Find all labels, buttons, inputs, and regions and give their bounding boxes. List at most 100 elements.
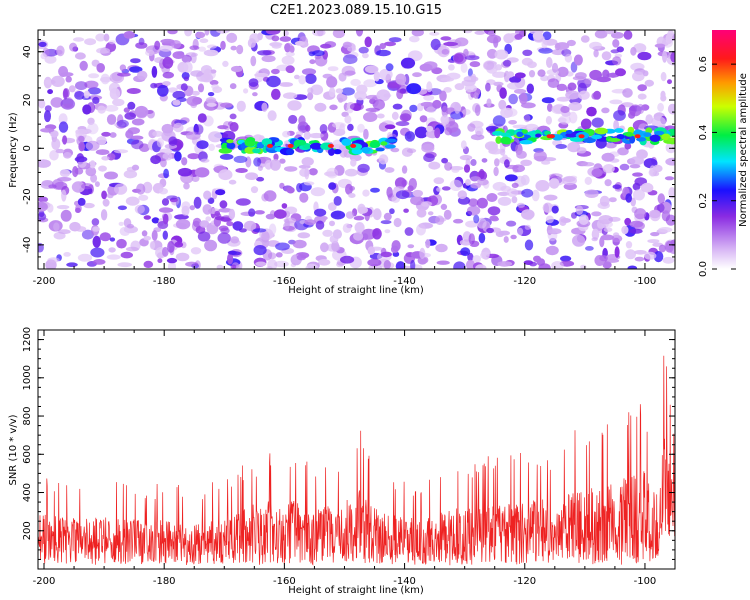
spectrogram-signal-cell [636, 137, 647, 142]
spectrogram-cell [474, 30, 486, 35]
spectrogram-cell [463, 164, 471, 173]
spectrogram-cell [409, 104, 418, 113]
spectrogram-cell [252, 92, 258, 97]
spectrogram-cell [630, 197, 636, 207]
spectrogram-cell [197, 231, 211, 242]
spectrogram-cell [354, 222, 365, 233]
spectrogram-cell [407, 244, 415, 249]
spectrogram-cell [62, 135, 68, 145]
spectrogram-cell [38, 201, 48, 212]
x-tick-label: -140 [393, 276, 416, 287]
spectrogram-cell [81, 229, 94, 240]
spectrogram-cell [78, 141, 85, 152]
spectrogram-cell [514, 72, 526, 79]
spectrogram-cell [50, 130, 59, 138]
spectrogram-cell [116, 119, 129, 128]
spectrogram-cell [342, 54, 358, 65]
x-tick-label: -160 [273, 276, 296, 287]
spectrogram-cell [226, 32, 238, 44]
spectrogram-cell [335, 88, 344, 94]
spectrogram-cell [269, 210, 276, 218]
spectrogram-cell [230, 264, 237, 269]
spectrogram-cell [123, 31, 135, 39]
spectrogram-cell [294, 74, 300, 80]
spectrogram-cell [116, 238, 127, 249]
spectrogram-cell [137, 70, 148, 81]
spectrogram-cell [453, 261, 466, 269]
spectrogram-signal-cell [218, 148, 232, 154]
spectrogram-cell [190, 247, 202, 255]
spectrogram-cell [364, 36, 372, 48]
spectrogram-cell [81, 183, 94, 190]
spectrogram-cell [384, 41, 396, 47]
spectrogram-cell [131, 118, 145, 126]
spectrogram-cell [63, 152, 72, 159]
spectrogram-cell [126, 223, 134, 229]
spectrogram-cell [498, 99, 507, 110]
spectrogram-cell [108, 40, 116, 45]
spectrogram-cell [464, 55, 480, 61]
spectrogram-cell [96, 47, 111, 54]
spectrogram-cell [551, 62, 559, 73]
spectrogram-cell [126, 88, 141, 94]
spectrogram-cell [199, 220, 210, 228]
spectrogram-cell [629, 228, 643, 234]
spectrogram-cell [644, 251, 657, 260]
spectrogram-peak-cell [327, 143, 334, 148]
spectrogram-cell [637, 93, 647, 100]
spectrogram-cell [586, 106, 597, 117]
spectrogram-cell [71, 181, 85, 193]
spectrogram-cell [298, 115, 306, 126]
spectrogram-cell [330, 210, 346, 220]
spectrogram-cell [320, 216, 328, 221]
spectrogram-cell [556, 96, 571, 102]
spectrogram-cell [665, 33, 673, 45]
spectrogram-cell [460, 140, 467, 150]
spectrogram-cell [426, 106, 437, 113]
spectrogram-cell [376, 89, 391, 102]
spectrogram-cell [275, 242, 290, 251]
x-tick-label: -160 [273, 576, 296, 587]
spectrogram-cell [202, 204, 213, 215]
spectrogram-signal-cell [293, 140, 301, 147]
spectrogram-peak-cell [267, 143, 273, 148]
spectrogram-cell [467, 123, 476, 132]
spectrogram-cell [378, 154, 389, 165]
spectrogram-cell [127, 127, 140, 135]
spectrogram-cell [214, 216, 225, 221]
spectrogram-cell [609, 99, 623, 105]
spectrogram-cell [134, 105, 149, 118]
spectrogram-x-axis-label: Height of straight line (km) [288, 285, 424, 296]
spectrogram-cell [118, 221, 124, 226]
y-tick-label: 600 [22, 445, 33, 464]
spectrogram-cell [328, 182, 337, 190]
spectrogram-cell [401, 165, 408, 174]
spectrogram-cell [454, 37, 469, 47]
spectrogram-cell [481, 158, 488, 163]
spectrogram-signal-cell [309, 142, 323, 150]
spectrogram-cell [257, 32, 263, 41]
spectrogram-cell [591, 168, 603, 178]
spectrogram-cell [613, 119, 619, 131]
spectrogram-cell [163, 168, 170, 179]
spectrogram-cell [362, 52, 369, 59]
spectrogram-cell [624, 142, 632, 150]
spectrogram-cell [172, 90, 186, 99]
spectrogram-cell [463, 75, 479, 83]
spectrogram-cell [329, 220, 335, 227]
spectrogram-cell [38, 159, 51, 168]
spectrogram-cell [303, 181, 315, 186]
spectrogram-cell [196, 140, 209, 150]
spectrogram-cell [130, 58, 141, 64]
spectrogram-cell [92, 96, 100, 104]
spectrogram-cell [184, 30, 192, 37]
spectrogram-cell [506, 188, 519, 198]
spectrogram-cell [645, 114, 653, 125]
spectrogram-cell [380, 251, 392, 258]
spectrogram-signal-cell [654, 130, 665, 136]
spectrogram-cell [497, 196, 512, 206]
spectrogram-cell [310, 187, 326, 197]
spectrogram-cell [216, 30, 230, 34]
spectrogram-cell [167, 241, 175, 253]
